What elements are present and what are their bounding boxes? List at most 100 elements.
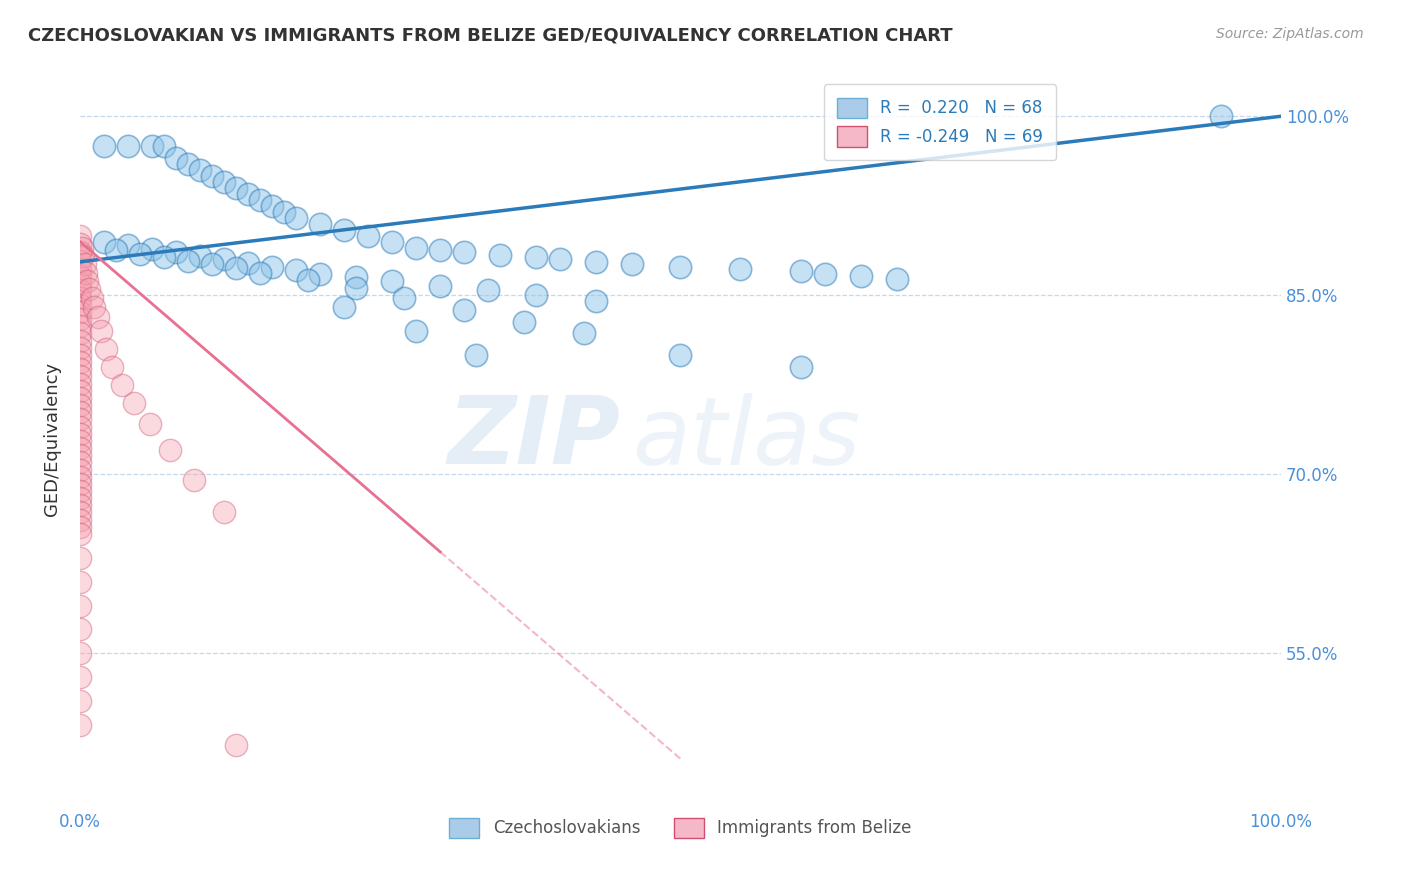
- Point: [524, 250, 547, 264]
- Point: [513, 314, 536, 328]
- Point: [80, 291, 103, 305]
- Point: [849, 269, 872, 284]
- Point: [69, 245, 91, 260]
- Point: [69, 527, 91, 541]
- Point: [465, 348, 488, 362]
- Point: [153, 139, 176, 153]
- Point: [69, 262, 91, 277]
- Point: [524, 288, 547, 302]
- Point: [236, 256, 259, 270]
- Point: [69, 426, 91, 441]
- Point: [69, 348, 91, 362]
- Point: [357, 228, 380, 243]
- Point: [73, 257, 96, 271]
- Point: [789, 359, 811, 374]
- Point: [453, 245, 475, 260]
- Point: [69, 469, 91, 483]
- Point: [886, 271, 908, 285]
- Point: [141, 242, 163, 256]
- Point: [69, 391, 91, 405]
- Point: [69, 369, 91, 384]
- Point: [69, 506, 91, 520]
- Point: [69, 284, 91, 298]
- Point: [236, 186, 259, 201]
- Point: [72, 249, 94, 263]
- Point: [69, 476, 91, 491]
- Point: [453, 302, 475, 317]
- Point: [69, 441, 91, 455]
- Point: [69, 253, 91, 268]
- Point: [72, 241, 94, 255]
- Point: [83, 300, 105, 314]
- Point: [381, 235, 404, 249]
- Point: [69, 319, 91, 334]
- Point: [69, 312, 91, 326]
- Point: [75, 266, 97, 280]
- Point: [201, 169, 224, 183]
- Point: [212, 175, 235, 189]
- Y-axis label: GED/Equivalency: GED/Equivalency: [44, 361, 60, 516]
- Point: [159, 443, 181, 458]
- Point: [87, 310, 110, 324]
- Point: [621, 257, 644, 271]
- Point: [93, 235, 115, 249]
- Point: [1209, 109, 1232, 123]
- Point: [69, 670, 91, 684]
- Point: [297, 273, 319, 287]
- Point: [260, 260, 283, 274]
- Point: [405, 241, 427, 255]
- Point: [129, 246, 152, 260]
- Point: [550, 252, 572, 267]
- Point: [225, 260, 247, 275]
- Point: [69, 434, 91, 448]
- Point: [249, 193, 271, 207]
- Point: [69, 623, 91, 637]
- Point: [69, 269, 91, 284]
- Point: [69, 236, 91, 251]
- Point: [344, 281, 367, 295]
- Point: [201, 257, 224, 271]
- Point: [574, 326, 596, 341]
- Point: [669, 348, 692, 362]
- Point: [69, 341, 91, 355]
- Point: [344, 270, 367, 285]
- Point: [69, 520, 91, 534]
- Point: [69, 599, 91, 613]
- Point: [69, 291, 91, 305]
- Point: [138, 417, 160, 432]
- Point: [69, 376, 91, 391]
- Point: [309, 267, 332, 281]
- Point: [69, 384, 91, 398]
- Point: [69, 646, 91, 660]
- Point: [429, 278, 451, 293]
- Point: [69, 550, 91, 565]
- Point: [333, 300, 356, 314]
- Point: [165, 245, 187, 260]
- Point: [93, 139, 115, 153]
- Point: [188, 163, 211, 178]
- Point: [177, 157, 200, 171]
- Point: [183, 473, 205, 487]
- Point: [69, 398, 91, 412]
- Point: [69, 448, 91, 462]
- Point: [260, 199, 283, 213]
- Point: [79, 282, 101, 296]
- Point: [225, 738, 247, 752]
- Point: [789, 264, 811, 278]
- Point: [69, 574, 91, 589]
- Point: [333, 222, 356, 236]
- Point: [69, 455, 91, 469]
- Point: [69, 355, 91, 369]
- Point: [669, 260, 692, 274]
- Point: [117, 139, 139, 153]
- Point: [69, 326, 91, 341]
- Text: Source: ZipAtlas.com: Source: ZipAtlas.com: [1216, 27, 1364, 41]
- Legend: Czechoslovakians, Immigrants from Belize: Czechoslovakians, Immigrants from Belize: [443, 811, 918, 845]
- Point: [730, 262, 752, 277]
- Point: [69, 513, 91, 527]
- Point: [392, 291, 415, 305]
- Point: [76, 274, 98, 288]
- Point: [285, 263, 308, 277]
- Point: [405, 324, 427, 338]
- Point: [429, 243, 451, 257]
